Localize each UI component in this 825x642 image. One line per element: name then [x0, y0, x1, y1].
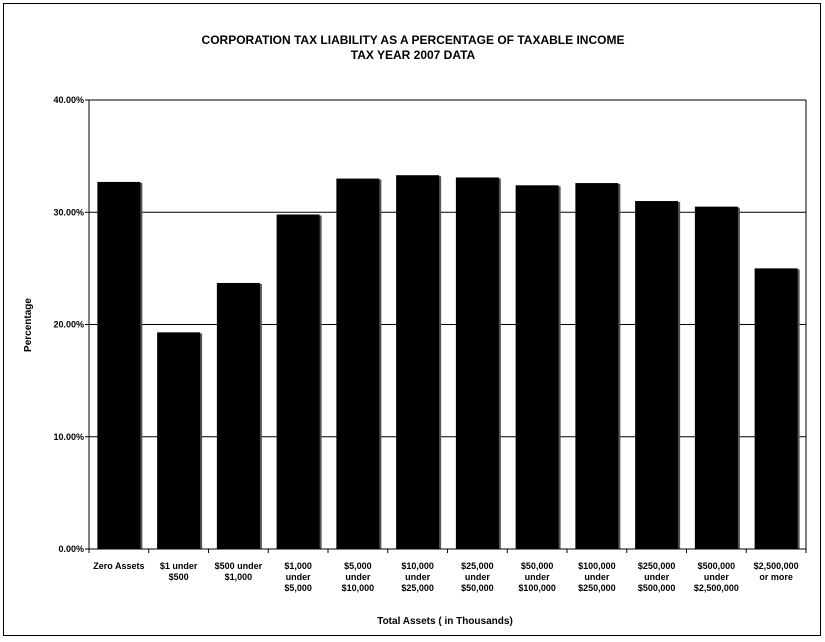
- bar: [157, 332, 201, 549]
- x-tick-label: $10,000: [342, 583, 375, 593]
- x-tick-label: $100,000: [518, 583, 556, 593]
- x-tick-label: under: [525, 572, 550, 582]
- bar: [515, 185, 559, 549]
- x-tick-label: $500: [169, 572, 189, 582]
- x-tick-label: under: [584, 572, 609, 582]
- x-tick-label: $25,000: [401, 583, 434, 593]
- chart-frame: [3, 3, 821, 636]
- y-tick-label: 20.00%: [53, 320, 84, 330]
- x-tick-label: under: [704, 572, 729, 582]
- x-tick-label: $250,000: [638, 561, 676, 571]
- bar: [754, 268, 798, 549]
- y-tick-labels: 0.00% 10.00% 20.00% 30.00% 40.00%: [53, 95, 84, 554]
- axes: [85, 99, 807, 553]
- y-tick-label: 10.00%: [53, 432, 84, 442]
- x-tick-label: $500 under: [215, 561, 263, 571]
- y-axis-title: Percentage: [23, 298, 34, 352]
- x-tick-label: under: [286, 572, 311, 582]
- x-tick-label: under: [405, 572, 430, 582]
- bar: [216, 282, 260, 549]
- y-tick-label: 30.00%: [53, 207, 84, 217]
- x-tick-label: $1,000: [284, 561, 312, 571]
- chart-title: CORPORATION TAX LIABILITY AS A PERCENTAG…: [202, 33, 625, 47]
- x-tick-label: $50,000: [461, 583, 494, 593]
- bar: [635, 201, 679, 549]
- x-axis-title: Total Assets ( in Thousands): [377, 616, 513, 627]
- x-tick-label: under: [345, 572, 370, 582]
- x-tick-label: $10,000: [401, 561, 434, 571]
- x-tick-labels: Zero Assets $1 under$500$500 under$1,000$…: [93, 561, 798, 593]
- x-tick-label: $100,000: [578, 561, 616, 571]
- y-tick-label: 40.00%: [53, 95, 84, 105]
- bar: [575, 183, 619, 549]
- x-tick-label: under: [644, 572, 669, 582]
- x-tick-label: or more: [759, 572, 793, 582]
- bars: [97, 175, 800, 549]
- x-tick-label: $2,500,000: [754, 561, 799, 571]
- x-tick-label: $25,000: [461, 561, 494, 571]
- x-tick-label: $5,000: [344, 561, 372, 571]
- chart-subtitle: TAX YEAR 2007 DATA: [351, 48, 476, 62]
- bar: [276, 214, 320, 549]
- bar: [97, 181, 141, 549]
- bar: [694, 206, 738, 549]
- bar: [396, 175, 440, 549]
- x-tick-label: $500,000: [638, 583, 676, 593]
- x-tick-label: $500,000: [698, 561, 736, 571]
- x-tick-label: $2,500,000: [694, 583, 739, 593]
- x-tick-label: Zero Assets: [93, 561, 144, 571]
- x-tick-label: $1,000: [225, 572, 253, 582]
- x-tick-label: $5,000: [284, 583, 312, 593]
- x-tick-label: $1 under: [160, 561, 198, 571]
- x-tick-label: $50,000: [521, 561, 554, 571]
- bar: [455, 177, 499, 549]
- x-tick-label: under: [465, 572, 490, 582]
- y-tick-label: 0.00%: [58, 544, 84, 554]
- bar: [336, 178, 380, 549]
- x-tick-label: $250,000: [578, 583, 616, 593]
